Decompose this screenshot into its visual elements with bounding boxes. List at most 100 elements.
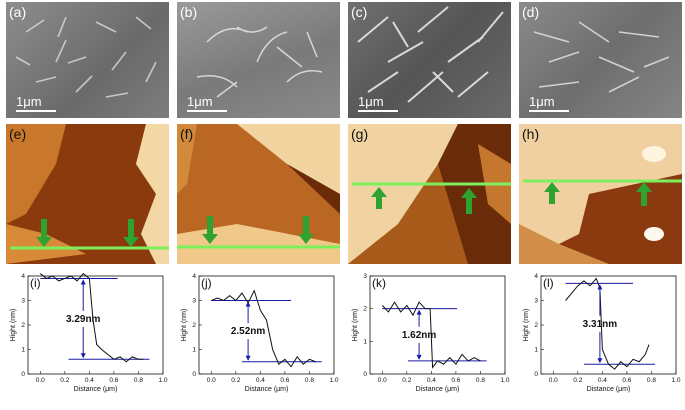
y-tick-label: 1 — [363, 338, 367, 345]
y-tick-label: 4 — [534, 273, 538, 280]
y-tick-label: 3 — [21, 298, 25, 305]
arrow-up-head — [597, 284, 603, 290]
x-tick-label: 0.0 — [207, 377, 216, 384]
x-tick-label: 0.8 — [647, 377, 656, 384]
arrow-down-head — [245, 355, 251, 361]
x-axis-label: Distance (μm) — [245, 386, 289, 393]
x-tick-label: 1.0 — [671, 377, 680, 384]
y-tick-label: 1 — [534, 347, 538, 354]
x-tick-label: 0.4 — [85, 377, 94, 384]
plot-frame — [369, 275, 506, 375]
sem-panel-a: (a) 1μm — [6, 2, 169, 118]
scale-bar: 1μm — [529, 94, 569, 112]
y-tick-label: 0 — [534, 371, 538, 378]
x-tick-label: 1.0 — [500, 377, 509, 384]
sem-texture — [533, 21, 670, 93]
y-tick-label: 0 — [192, 371, 196, 378]
x-tick-label: 0.6 — [622, 377, 631, 384]
panel-label: (j) — [201, 276, 212, 290]
x-tick-label: 0.8 — [305, 377, 314, 384]
y-axis-label: Hight (nm) — [523, 309, 530, 342]
x-tick-label: 0.2 — [402, 377, 411, 384]
height-profile-line — [39, 272, 144, 363]
sem-texture — [357, 6, 504, 103]
panel-label: (b) — [180, 4, 198, 20]
x-tick-label: 0.8 — [134, 377, 143, 384]
height-profile-plots: 0.0 0.2 0.4 0.6 0.8 1.0 0 1 2 3 4 Distance (μm) High… — [10, 272, 681, 393]
step-height-annotation: 2.52nm — [231, 326, 266, 337]
step-height-annotation: 1.62nm — [402, 330, 437, 341]
step-height-annotation: 3.31nm — [583, 319, 618, 330]
afm-image — [6, 124, 169, 264]
x-tick-label: 0.4 — [427, 377, 436, 384]
sem-panel-c: (c) 1μm — [348, 2, 511, 118]
y-axis-label: Hight (nm) — [181, 309, 188, 342]
panel-label: (e) — [9, 126, 27, 142]
y-tick-label: 2 — [363, 306, 367, 313]
afm-panel-e: (e) — [6, 124, 169, 264]
panel-label: (c) — [351, 4, 368, 20]
x-axis-label: Distance (μm) — [587, 386, 631, 393]
arrow-up-head — [80, 279, 86, 285]
x-tick-label: 0.6 — [451, 377, 460, 384]
height-profile-line — [211, 289, 316, 368]
panel-label: (a) — [9, 4, 27, 20]
x-tick-label: 0.2 — [60, 377, 69, 384]
x-tick-label: 0.0 — [36, 377, 45, 384]
panel-label: (k) — [372, 276, 386, 290]
y-tick-label: 0 — [21, 371, 25, 378]
afm-image — [348, 124, 511, 264]
y-tick-label: 3 — [192, 298, 196, 305]
afm-panel-f: (f) — [177, 124, 340, 264]
x-axis-label: Distance (μm) — [74, 386, 118, 393]
panel-label: (f) — [180, 126, 194, 142]
afm-panel-h: (h) — [519, 124, 682, 264]
scale-bar: 1μm — [358, 94, 398, 112]
plot-frame — [540, 275, 677, 375]
plot-frame — [27, 275, 164, 375]
arrow-up-head — [245, 301, 251, 307]
plot-frame — [198, 275, 335, 375]
panel-label: (l) — [543, 276, 554, 290]
sem-panel-b: (b) 1μm — [177, 2, 340, 118]
scale-bar: 1μm — [187, 94, 227, 112]
y-axis-label: Hight (nm) — [10, 309, 17, 342]
panel-label: (d) — [522, 4, 540, 20]
x-axis-label: Distance (μm) — [416, 386, 460, 393]
x-tick-label: 0.2 — [231, 377, 240, 384]
y-tick-label: 3 — [363, 273, 367, 280]
arrow-down-head — [416, 354, 422, 360]
y-tick-label: 4 — [21, 273, 25, 280]
y-tick-label: 1 — [21, 347, 25, 354]
x-tick-label: 0.4 — [256, 377, 265, 384]
y-tick-label: 2 — [192, 322, 196, 329]
height-profile-line — [381, 301, 481, 369]
x-tick-label: 0.4 — [598, 377, 607, 384]
sem-texture — [15, 16, 157, 98]
scale-bar: 1μm — [16, 94, 56, 112]
y-tick-label: 2 — [21, 322, 25, 329]
y-tick-label: 4 — [192, 273, 196, 280]
x-tick-label: 0.8 — [476, 377, 485, 384]
panel-label: (i) — [30, 276, 41, 290]
x-tick-label: 0.0 — [378, 377, 387, 384]
x-tick-label: 0.2 — [573, 377, 582, 384]
panel-label: (h) — [522, 126, 540, 142]
afm-image — [519, 124, 682, 264]
x-tick-label: 1.0 — [158, 377, 167, 384]
x-tick-label: 0.6 — [109, 377, 118, 384]
afm-image — [177, 124, 340, 264]
sem-texture — [196, 26, 323, 98]
step-height-annotation: 3.29nm — [66, 314, 101, 325]
x-tick-label: 0.6 — [280, 377, 289, 384]
y-tick-label: 0 — [363, 371, 367, 378]
arrow-down-head — [597, 358, 603, 364]
y-tick-label: 1 — [192, 347, 196, 354]
y-axis-label: Hight (nm) — [352, 309, 359, 342]
sem-panel-d: (d) 1μm — [519, 2, 682, 118]
arrow-down-head — [80, 353, 86, 359]
y-tick-label: 3 — [534, 298, 538, 305]
panel-label: (g) — [351, 126, 369, 142]
height-profile-line — [565, 277, 650, 370]
arrow-up-head — [416, 309, 422, 315]
